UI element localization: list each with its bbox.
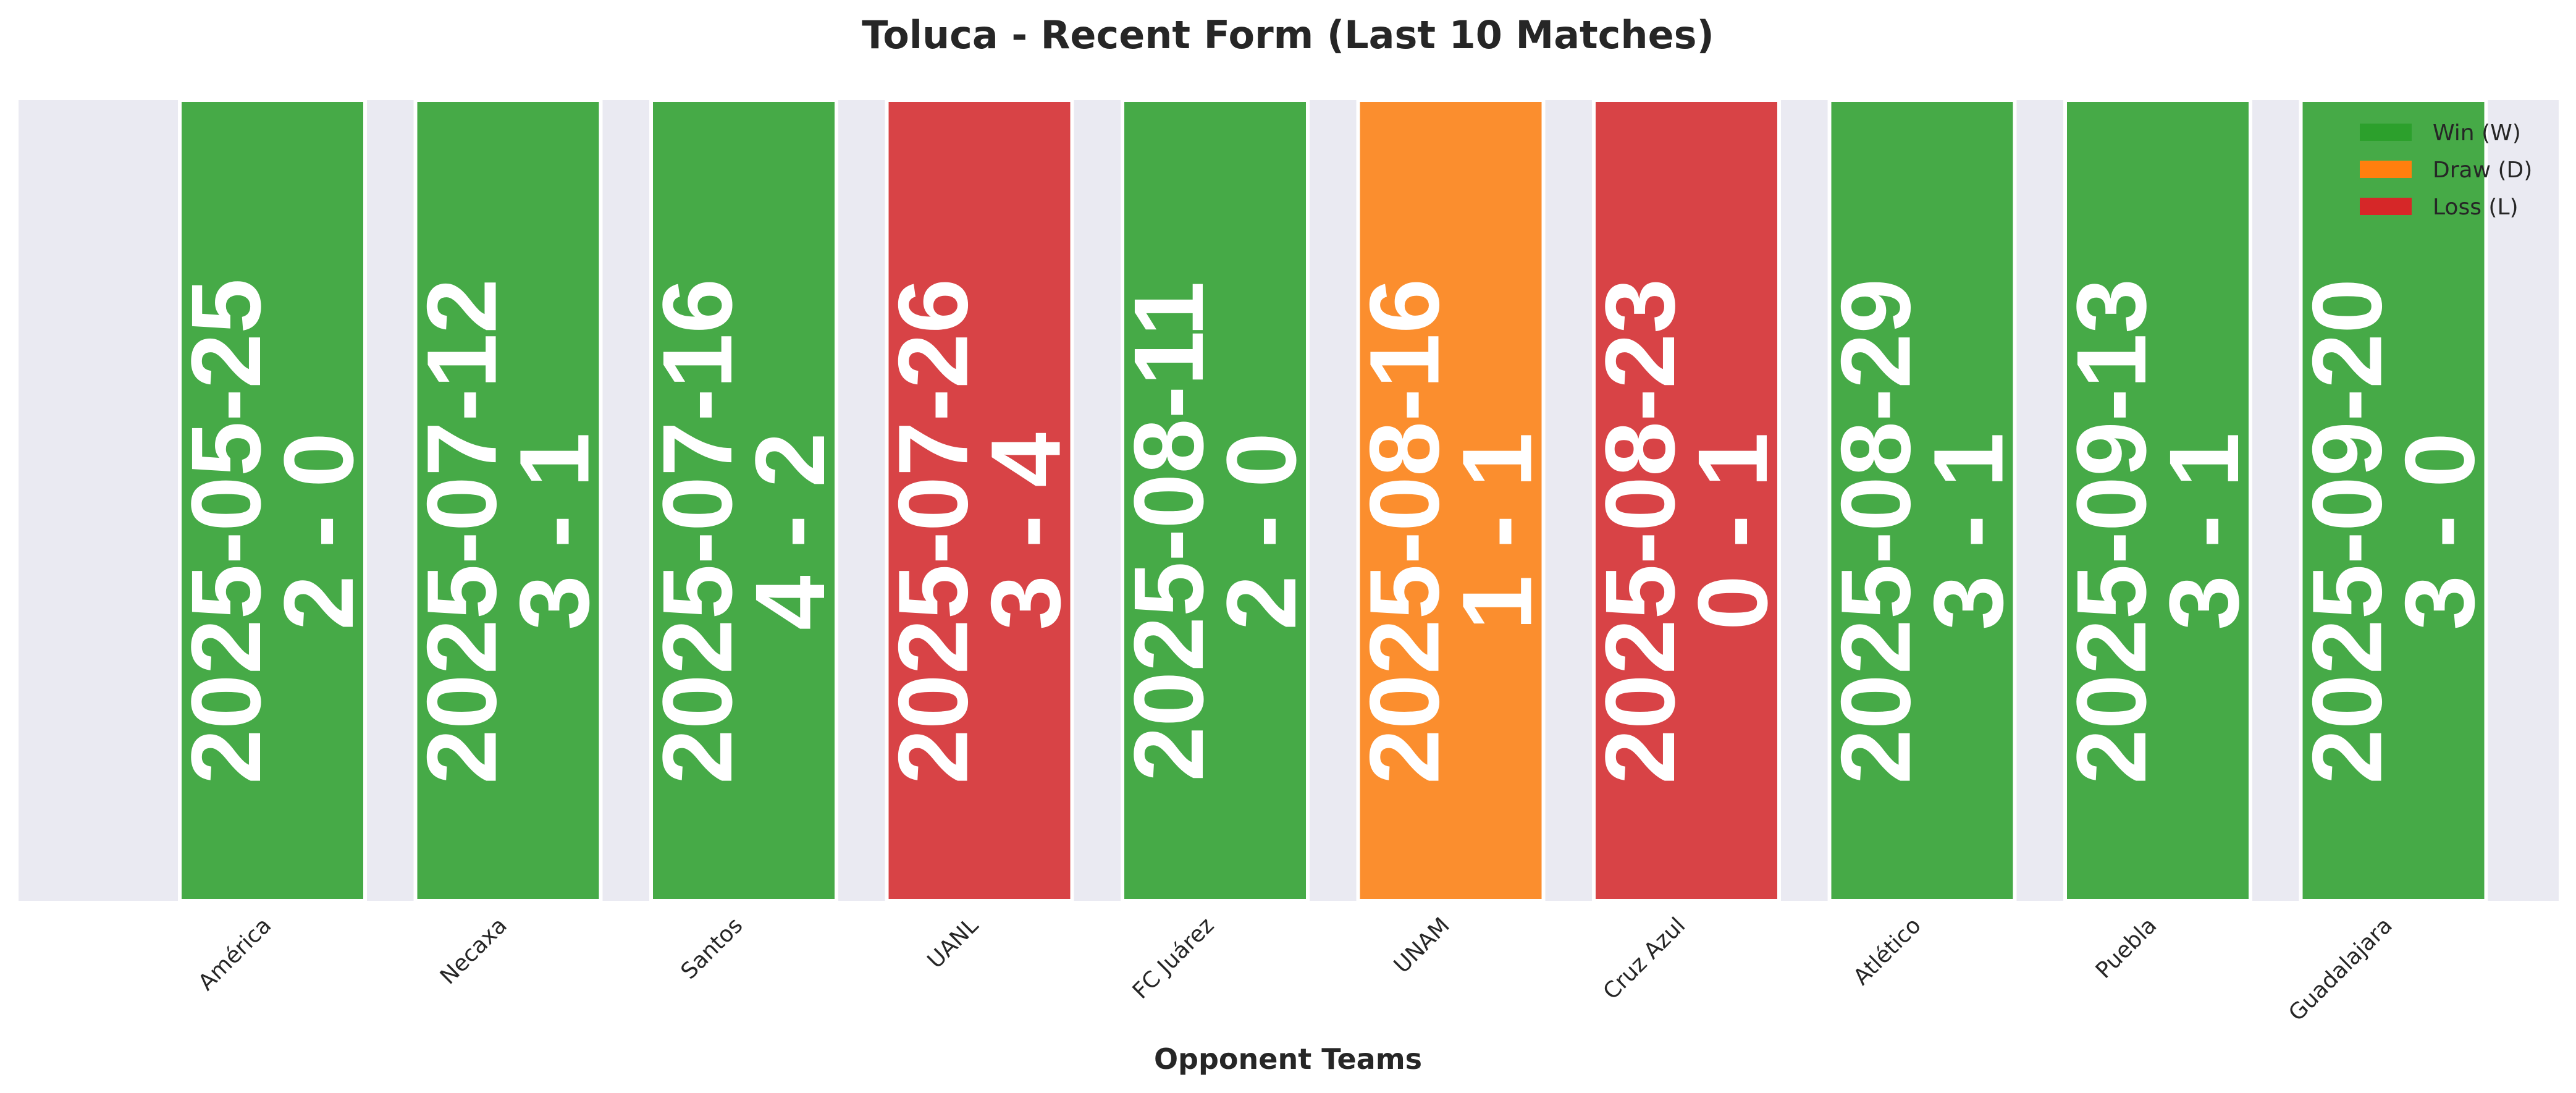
bar-atl-tico <box>1827 98 2017 903</box>
legend-label-w: Win (W) <box>2433 120 2521 146</box>
bars-group: 2025-05-252 - 0 2025-07-123 - 1 2025-07-16… <box>170 98 2495 903</box>
match-date: 2025-07-26 <box>878 279 988 784</box>
x-tick-label: Santos <box>676 913 748 984</box>
x-tick-label: Cruz Azul <box>1599 913 1691 1005</box>
x-tick-label: FC Juárez <box>1128 913 1219 1004</box>
bar-label: 2025-07-263 - 4 <box>878 279 1081 784</box>
bar-label: 2025-09-133 - 1 <box>2056 279 2259 784</box>
bar-fc-ju-rez <box>1121 98 1310 903</box>
bar-label: 2025-09-203 - 0 <box>2292 279 2495 784</box>
match-date: 2025-08-23 <box>1585 279 1695 784</box>
match-score: 3 - 1 <box>499 433 610 630</box>
x-tick-labels: América Necaxa Santos UANL FC Juárez UNAM Cruz… <box>193 913 2397 1026</box>
bar-uanl <box>885 98 1074 903</box>
match-date: 2025-08-11 <box>1113 281 1224 782</box>
legend-swatch-l <box>2360 198 2412 215</box>
match-score: 3 - 1 <box>2149 433 2259 630</box>
bar-label: 2025-08-230 - 1 <box>1585 279 1788 784</box>
legend-swatch-d <box>2360 161 2412 178</box>
match-score: 0 - 1 <box>1677 433 1788 630</box>
bar-santos <box>649 98 838 903</box>
x-axis-label: Opponent Teams <box>1154 1042 1422 1076</box>
x-tick-label: UANL <box>923 913 983 973</box>
match-score: 2 - 0 <box>263 433 374 630</box>
bar-label: 2025-07-164 - 2 <box>642 279 845 784</box>
match-date: 2025-08-16 <box>1349 279 1460 784</box>
x-tick-label: Guadalajara <box>2284 913 2397 1026</box>
bar-puebla <box>2063 98 2252 903</box>
x-tick-label: América <box>193 913 276 995</box>
bar-label: 2025-05-252 - 0 <box>170 279 374 784</box>
match-date: 2025-07-16 <box>642 279 752 784</box>
x-tick-label: Puebla <box>2091 913 2162 984</box>
bar-unam <box>1356 98 1546 903</box>
bar-cruz-azul <box>1592 98 1781 903</box>
match-date: 2025-09-20 <box>2292 279 2402 784</box>
bar-label: 2025-08-293 - 1 <box>1820 279 2024 784</box>
bar-label: 2025-08-112 - 0 <box>1113 281 1316 782</box>
bar-necaxa <box>413 98 603 903</box>
match-date: 2025-05-25 <box>170 279 281 784</box>
bar-guadalajara <box>2299 98 2488 903</box>
x-tick-label: Necaxa <box>436 913 512 989</box>
match-score: 3 - 0 <box>2384 433 2495 630</box>
match-score: 3 - 4 <box>970 433 1081 630</box>
x-tick-label: Atlético <box>1849 913 1926 990</box>
match-score: 3 - 1 <box>1913 433 2024 630</box>
match-date: 2025-08-29 <box>1820 279 1931 784</box>
match-date: 2025-07-12 <box>406 279 517 784</box>
bar-label: 2025-08-161 - 1 <box>1349 279 1552 784</box>
match-date: 2025-09-13 <box>2056 279 2166 784</box>
chart-title: Toluca - Recent Form (Last 10 Matches) <box>862 12 1714 57</box>
legend-swatch-w <box>2360 124 2412 141</box>
bar-am-rica <box>178 98 367 903</box>
x-tick-label: UNAM <box>1389 913 1455 978</box>
match-score: 2 - 0 <box>1206 433 1316 630</box>
match-score: 4 - 2 <box>734 433 845 630</box>
legend-label-d: Draw (D) <box>2433 158 2532 183</box>
bar-label: 2025-07-123 - 1 <box>406 279 610 784</box>
legend: Win (W) Draw (D) Loss (L) <box>2360 120 2532 220</box>
match-score: 1 - 1 <box>1442 433 1552 630</box>
legend-label-l: Loss (L) <box>2433 195 2519 220</box>
